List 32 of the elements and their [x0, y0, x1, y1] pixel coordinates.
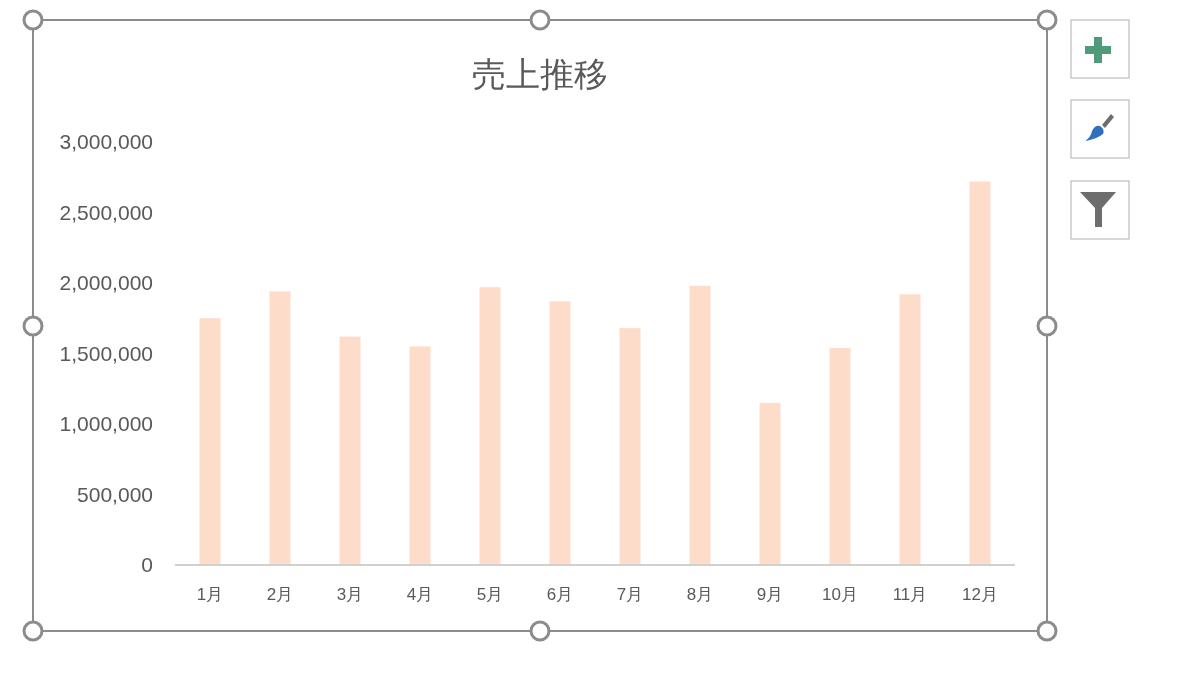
- x-tick-label: 6月: [546, 585, 574, 604]
- y-tick-label: 0: [141, 553, 153, 577]
- bar: [339, 336, 361, 565]
- x-tick-label: 11月: [892, 585, 928, 604]
- bar: [479, 287, 501, 565]
- x-tick-label: 9月: [756, 585, 784, 604]
- bar: [409, 346, 431, 565]
- x-tick-label: 3月: [336, 585, 364, 604]
- x-tick-label: 4月: [406, 585, 434, 604]
- chart-title: 売上推移: [472, 55, 608, 93]
- bar: [969, 181, 991, 565]
- bar: [829, 347, 851, 565]
- bar: [549, 301, 571, 565]
- bar: [199, 318, 221, 565]
- x-tick-label: 1月: [196, 585, 224, 604]
- bar: [619, 328, 641, 565]
- x-tick-label: 7月: [616, 585, 644, 604]
- bar: [899, 294, 921, 565]
- x-tick-label: 5月: [476, 585, 504, 604]
- y-tick-label: 3,000,000: [59, 130, 153, 154]
- y-tick-label: 2,000,000: [59, 271, 153, 295]
- y-tick-label: 2,500,000: [59, 200, 153, 224]
- x-tick-label: 2月: [266, 585, 294, 604]
- x-tick-label: 12月: [962, 585, 998, 604]
- bar: [759, 402, 781, 565]
- y-tick-label: 500,000: [77, 482, 153, 506]
- x-tick-label: 10月: [822, 585, 858, 604]
- y-tick-label: 1,000,000: [59, 412, 153, 436]
- bar: [269, 291, 291, 565]
- bar: [689, 285, 711, 565]
- x-tick-label: 8月: [686, 585, 714, 604]
- y-tick-label: 1,500,000: [59, 341, 153, 365]
